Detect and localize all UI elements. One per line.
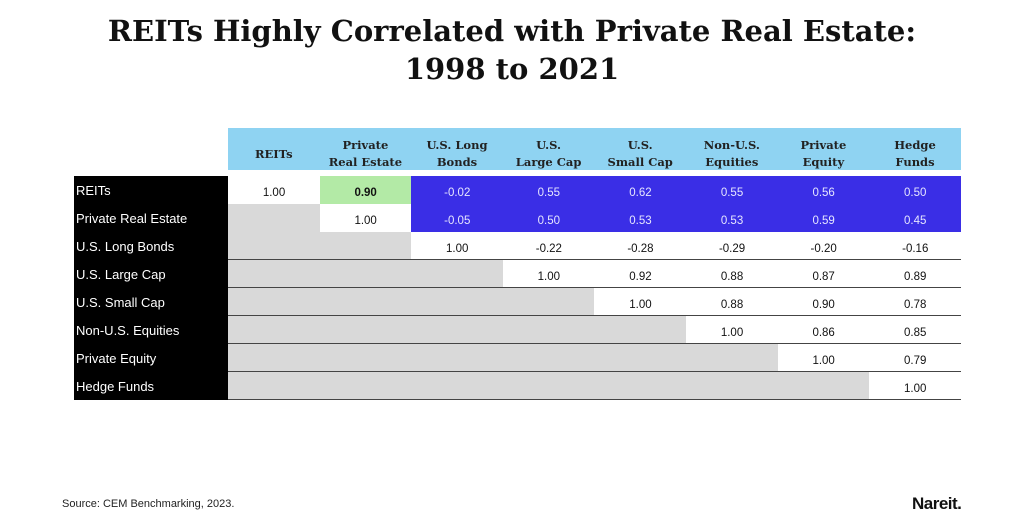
correlation-cell: 0.88 [686, 260, 779, 288]
row-divider [228, 259, 961, 260]
blank-cell [228, 232, 321, 260]
blank-cell [594, 316, 687, 344]
row-divider [228, 371, 961, 372]
blank-cell [319, 288, 412, 316]
blank-cell [319, 232, 412, 260]
correlation-cell: 1.00 [686, 316, 779, 344]
title-line-2: 1998 to 2021 [404, 52, 620, 86]
column-header-private-real-estate: Private Real Estate [319, 128, 412, 170]
blank-cell [319, 372, 412, 400]
row-divider [228, 315, 961, 316]
column-header-u-s-small-cap: U.S. Small Cap [594, 128, 686, 170]
correlation-cell: 0.55 [686, 176, 779, 204]
row-label-u-s-long-bonds: U.S. Long Bonds [74, 232, 228, 260]
blank-cell [411, 344, 504, 372]
blank-cell [228, 288, 321, 316]
blank-cell [319, 316, 412, 344]
blank-cell [319, 344, 412, 372]
blank-cell [502, 344, 595, 372]
correlation-cell: 1.00 [594, 288, 687, 316]
correlation-cell: 0.59 [777, 204, 870, 232]
blank-cell [228, 204, 321, 232]
correlation-cell: 1.00 [777, 344, 870, 372]
blank-cell [777, 372, 870, 400]
correlation-cell: -0.20 [777, 232, 870, 260]
correlation-cell: 0.53 [594, 204, 687, 232]
correlation-cell: -0.05 [411, 204, 504, 232]
correlation-cell: 0.92 [594, 260, 687, 288]
blank-cell [594, 372, 687, 400]
correlation-cell: 0.88 [686, 288, 779, 316]
blank-cell [228, 260, 321, 288]
blank-cell [686, 372, 779, 400]
nareit-logo: Nareit. [912, 494, 962, 513]
blank-cell [411, 372, 504, 400]
blank-cell [411, 260, 504, 288]
correlation-cell: 1.00 [502, 260, 595, 288]
correlation-cell: 0.90 [777, 288, 870, 316]
correlation-cell: -0.28 [594, 232, 687, 260]
row-label-u-s-large-cap: U.S. Large Cap [74, 260, 228, 288]
title-line-1: REITs Highly Correlated with Private Rea… [107, 14, 917, 48]
column-header-u-s-large-cap: U.S. Large Cap [502, 128, 595, 170]
row-divider [228, 343, 961, 344]
correlation-cell: 0.78 [869, 288, 962, 316]
correlation-cell: 0.90 [319, 176, 412, 204]
chart-title: REITs Highly Correlated with Private Rea… [0, 12, 1024, 88]
row-label-u-s-small-cap: U.S. Small Cap [74, 288, 228, 316]
blank-cell [411, 316, 504, 344]
blank-cell [502, 372, 595, 400]
row-label-private-real-estate: Private Real Estate [74, 204, 228, 232]
correlation-cell: 0.56 [777, 176, 870, 204]
correlation-cell: 1.00 [411, 232, 504, 260]
correlation-cell: 0.55 [502, 176, 595, 204]
blank-cell [319, 260, 412, 288]
correlation-cell: 0.85 [869, 316, 962, 344]
column-header-reits: REITs [228, 128, 320, 170]
correlation-cell: 0.50 [502, 204, 595, 232]
correlation-cell: 0.62 [594, 176, 687, 204]
blank-cell [502, 316, 595, 344]
correlation-cell: -0.22 [502, 232, 595, 260]
column-header-hedge-funds: Hedge Funds [869, 128, 961, 170]
row-divider [228, 287, 961, 288]
correlation-cell: 1.00 [228, 176, 321, 204]
blank-cell [502, 288, 595, 316]
column-header-private-equity: Private Equity [777, 128, 870, 170]
correlation-cell: -0.29 [686, 232, 779, 260]
column-header-u-s-long-bonds: U.S. Long Bonds [411, 128, 503, 170]
row-label-reits: REITs [74, 176, 228, 204]
blank-cell [228, 344, 321, 372]
blank-cell [228, 372, 321, 400]
blank-cell [411, 288, 504, 316]
correlation-cell: 1.00 [319, 204, 412, 232]
source-note: Source: CEM Benchmarking, 2023. [62, 498, 235, 510]
correlation-cell: 1.00 [869, 372, 962, 400]
correlation-cell: -0.02 [411, 176, 504, 204]
correlation-cell: 0.53 [686, 204, 779, 232]
correlation-cell: 0.50 [869, 176, 962, 204]
row-divider [228, 399, 961, 400]
column-header-non-u-s-equities: Non-U.S. Equities [686, 128, 778, 170]
correlation-cell: -0.16 [869, 232, 962, 260]
blank-cell [686, 344, 779, 372]
correlation-cell: 0.86 [777, 316, 870, 344]
correlation-cell: 0.89 [869, 260, 962, 288]
blank-cell [228, 316, 321, 344]
row-label-non-u-s-equities: Non-U.S. Equities [74, 316, 228, 344]
correlation-cell: 0.79 [869, 344, 962, 372]
row-label-private-equity: Private Equity [74, 344, 228, 372]
row-label-hedge-funds: Hedge Funds [74, 372, 228, 400]
blank-cell [594, 344, 687, 372]
correlation-cell: 0.87 [777, 260, 870, 288]
correlation-cell: 0.45 [869, 204, 962, 232]
